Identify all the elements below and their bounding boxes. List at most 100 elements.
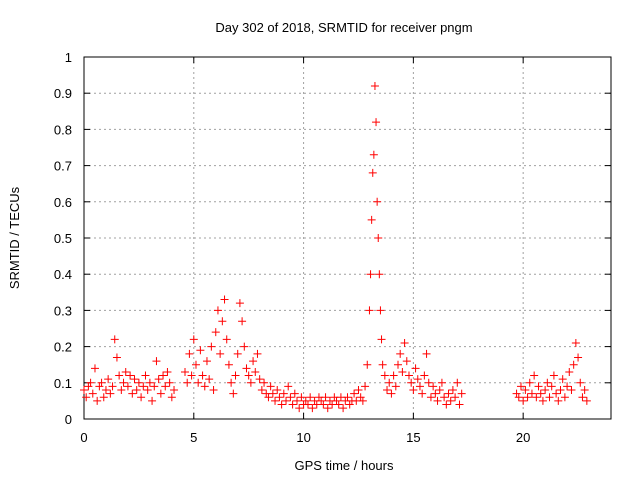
- data-point: [80, 386, 88, 395]
- data-point: [154, 375, 163, 384]
- data-point: [143, 386, 152, 395]
- data-point: [373, 197, 382, 206]
- data-point: [446, 396, 455, 405]
- data-point: [378, 360, 387, 369]
- data-point: [183, 378, 192, 387]
- data-point: [266, 382, 275, 391]
- data-point: [88, 389, 97, 398]
- data-point: [389, 371, 398, 380]
- data-point: [536, 389, 545, 398]
- data-point: [126, 371, 135, 380]
- data-point: [319, 400, 328, 409]
- data-point: [514, 393, 523, 402]
- data-point: [387, 389, 396, 398]
- x-axis-label: GPS time / hours: [295, 458, 394, 473]
- data-point: [365, 306, 374, 315]
- data-point: [411, 364, 420, 373]
- data-point: [534, 382, 543, 391]
- data-point: [229, 389, 238, 398]
- data-point: [295, 404, 304, 413]
- data-point: [216, 349, 225, 358]
- data-point: [521, 386, 530, 395]
- data-point: [117, 386, 126, 395]
- data-point: [271, 396, 280, 405]
- data-point: [358, 396, 367, 405]
- data-point: [376, 306, 385, 315]
- data-point: [161, 382, 170, 391]
- data-point: [519, 396, 528, 405]
- data-point: [139, 382, 148, 391]
- data-point: [218, 317, 227, 326]
- data-point: [426, 393, 435, 402]
- data-point: [134, 378, 143, 387]
- data-point: [383, 386, 392, 395]
- data-point: [279, 389, 288, 398]
- data-point: [148, 396, 157, 405]
- data-point: [541, 386, 550, 395]
- data-point: [576, 378, 585, 387]
- data-point: [257, 386, 266, 395]
- data-point: [240, 342, 249, 351]
- data-point: [321, 393, 330, 402]
- data-point: [224, 360, 233, 369]
- data-point: [297, 393, 306, 402]
- data-point: [207, 342, 216, 351]
- data-point: [187, 371, 196, 380]
- data-point: [571, 338, 580, 347]
- data-point: [404, 371, 413, 380]
- data-point: [292, 396, 301, 405]
- data-point: [350, 389, 359, 398]
- data-point: [538, 396, 547, 405]
- data-point: [582, 396, 591, 405]
- data-point: [249, 357, 258, 366]
- data-point: [545, 393, 554, 402]
- data-point: [202, 357, 211, 366]
- data-point: [156, 389, 165, 398]
- x-tick-label: 15: [406, 430, 420, 445]
- data-point: [152, 357, 161, 366]
- y-tick-label: 0.3: [54, 303, 72, 318]
- data-point: [385, 378, 394, 387]
- data-point: [251, 367, 260, 376]
- data-point: [552, 389, 561, 398]
- data-point: [567, 386, 576, 395]
- data-point: [235, 299, 244, 308]
- data-point: [246, 378, 255, 387]
- data-point: [424, 378, 433, 387]
- data-point: [277, 400, 286, 409]
- data-point: [580, 386, 589, 395]
- data-point: [93, 396, 102, 405]
- data-point: [128, 389, 137, 398]
- y-tick-label: 0.1: [54, 376, 72, 391]
- data-point: [442, 400, 451, 409]
- data-point: [290, 389, 299, 398]
- data-point: [244, 371, 253, 380]
- data-point: [400, 338, 409, 347]
- data-point: [375, 270, 384, 279]
- data-point: [554, 396, 563, 405]
- data-point: [334, 400, 343, 409]
- data-point: [413, 375, 422, 384]
- data-point: [132, 386, 141, 395]
- data-point: [255, 375, 264, 384]
- data-point: [560, 393, 569, 402]
- data-point: [444, 389, 453, 398]
- data-point: [563, 382, 572, 391]
- data-point: [200, 382, 209, 391]
- data-point: [394, 360, 403, 369]
- data-point: [523, 393, 532, 402]
- y-tick-label: 0.8: [54, 122, 72, 137]
- data-point: [86, 378, 95, 387]
- data-point: [233, 349, 242, 358]
- data-series: [80, 81, 591, 413]
- data-point: [429, 382, 438, 391]
- data-point: [391, 382, 400, 391]
- data-point: [366, 270, 375, 279]
- data-point: [185, 349, 194, 358]
- data-point: [253, 349, 262, 358]
- data-point: [150, 382, 159, 391]
- data-point: [115, 371, 124, 380]
- data-point: [516, 382, 525, 391]
- data-point: [137, 393, 146, 402]
